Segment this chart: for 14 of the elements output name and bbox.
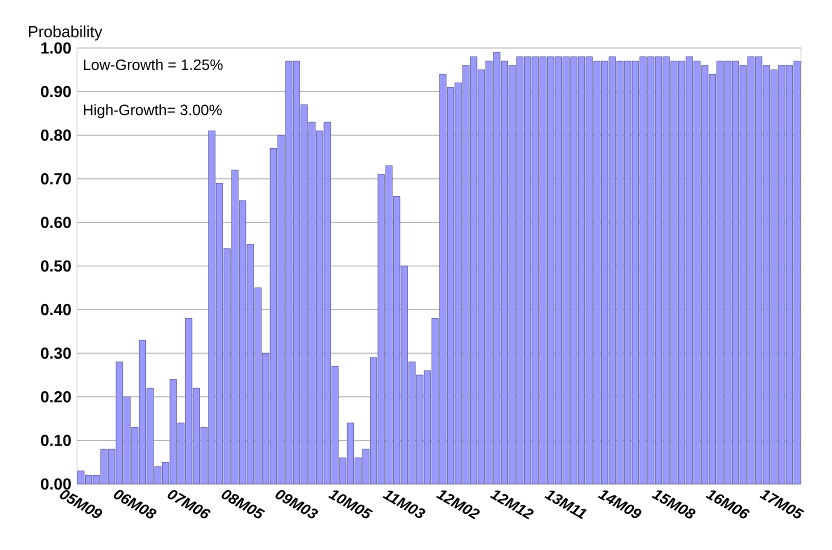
y-tick-label: 0.10 xyxy=(40,434,71,446)
y-tick-label: 0.80 xyxy=(40,130,71,141)
y-tick-label: 0.40 xyxy=(40,304,71,316)
y-tick-label: 0.70 xyxy=(40,173,71,184)
y-tick-label: 0.00 xyxy=(40,478,71,490)
y-axis-title: Probability xyxy=(28,26,102,40)
y-tick-label: 0.20 xyxy=(40,391,71,402)
y-tick-label: 0.90 xyxy=(40,86,71,98)
annotation: High-Growth= 3.00% xyxy=(84,104,222,118)
y-tick-label: 1.00 xyxy=(41,42,71,54)
y-tick-label: 0.50 xyxy=(40,260,71,272)
annotation: Low-Growth = 1.25% xyxy=(84,59,223,70)
y-tick-label: 0.30 xyxy=(40,348,71,359)
y-tick-label: 0.60 xyxy=(40,216,71,228)
